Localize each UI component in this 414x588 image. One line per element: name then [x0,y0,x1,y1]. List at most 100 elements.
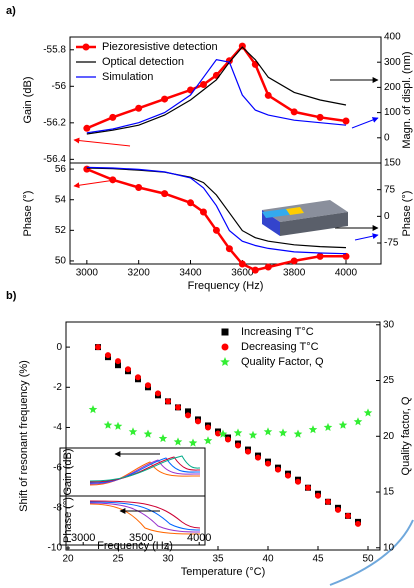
inset-x-tick-label: 3000 [71,532,95,544]
fem-inset [262,200,348,236]
arrow [74,140,130,146]
point [200,81,207,88]
y-tick-label: -4 [53,422,62,433]
point [95,344,101,350]
x-tick-label: 50 [362,554,374,565]
y-tick-label: 50 [55,256,67,267]
inset-y-label: Gain (dB) [62,448,74,495]
y-tick-label: -2 [53,382,62,393]
legend-marker [220,357,230,366]
point [213,227,220,234]
point [161,190,168,197]
x-tick-label: 3400 [179,268,202,279]
point [83,166,90,173]
y2-tick-label: 300 [384,57,401,68]
inset-x-tick-label: 4000 [187,532,211,544]
point [325,499,331,505]
point [249,431,258,439]
point [109,176,116,183]
point [335,507,341,513]
x-tick-label: 40 [262,554,274,565]
legend-label: Piezoresistive detection [102,41,218,53]
point [125,366,131,372]
legend-label: Quality Factor, Q [241,356,324,368]
y2-tick-label: 20 [383,431,395,442]
y-tick-label: -55.8 [43,44,66,55]
y2-axis-title: Magn. of displ. (nm) [401,51,413,148]
point [205,424,211,430]
y-axis-title: Shift of resonant frequency (%) [18,360,30,512]
y2-tick-label: 0 [384,211,390,222]
arrow [74,180,115,186]
x-axis-title: Temperature (°C) [181,566,265,578]
point [252,61,259,68]
panel-label: b) [6,290,17,302]
arrow [355,235,378,240]
point [187,199,194,206]
point [252,267,259,274]
point [255,455,261,461]
y-axis-title: Phase (°) [22,191,34,237]
x-tick-label: 3000 [76,268,99,279]
point [345,513,351,519]
point [355,521,361,527]
point [144,430,153,438]
point [135,374,141,380]
y2-axis-title: Quality factor, Q [400,396,412,475]
point [315,493,321,499]
y-tick-label: -10 [48,543,63,554]
y2-tick-label: 15 [383,487,395,498]
point [354,417,363,425]
x-tick-label: 30 [162,554,174,565]
point [239,43,246,50]
point [265,264,272,271]
y-tick-label: -56.2 [43,117,66,128]
point [324,423,333,431]
x-tick-label: 3800 [283,268,306,279]
point [129,427,138,435]
x-tick-label: 35 [212,554,224,565]
legend-marker [222,344,229,351]
point [115,358,121,364]
point [200,208,207,215]
y2-tick-label: 100 [384,107,401,118]
point [291,257,298,264]
point [364,408,373,416]
point [275,467,281,473]
x-tick-label: 25 [112,554,124,565]
point [265,92,272,99]
point [285,473,291,479]
legend-marker [222,329,229,336]
point [295,479,301,485]
point [239,261,246,268]
legend-marker [83,44,90,51]
y2-tick-label: 200 [384,82,401,93]
y-tick-label: -8 [53,502,62,513]
point [343,118,350,125]
y2-tick-label: 0 [384,132,390,143]
page-curl [330,520,413,585]
point [104,421,113,429]
legend-label: Optical detection [102,56,184,68]
y2-tick-label: 75 [384,184,396,195]
point [264,427,273,435]
y-tick-label: 54 [55,194,67,205]
point [89,405,98,413]
point [265,461,271,467]
point [339,421,348,429]
point [235,443,241,449]
point [213,72,220,79]
point [189,439,198,447]
x-tick-label: 45 [312,554,324,565]
y-tick-label: 56 [55,164,67,175]
point [305,485,311,491]
point [83,125,90,132]
inset: Gain (dB)Phase (°)300035004000Frequency … [60,448,211,552]
point [155,390,161,396]
point [105,352,111,358]
y2-axis-title: Phase (°) [401,191,413,237]
y2-tick-label: -75 [384,238,399,249]
point [159,434,168,442]
legend-label: Decreasing T°C [241,341,319,353]
arrow [352,118,378,128]
